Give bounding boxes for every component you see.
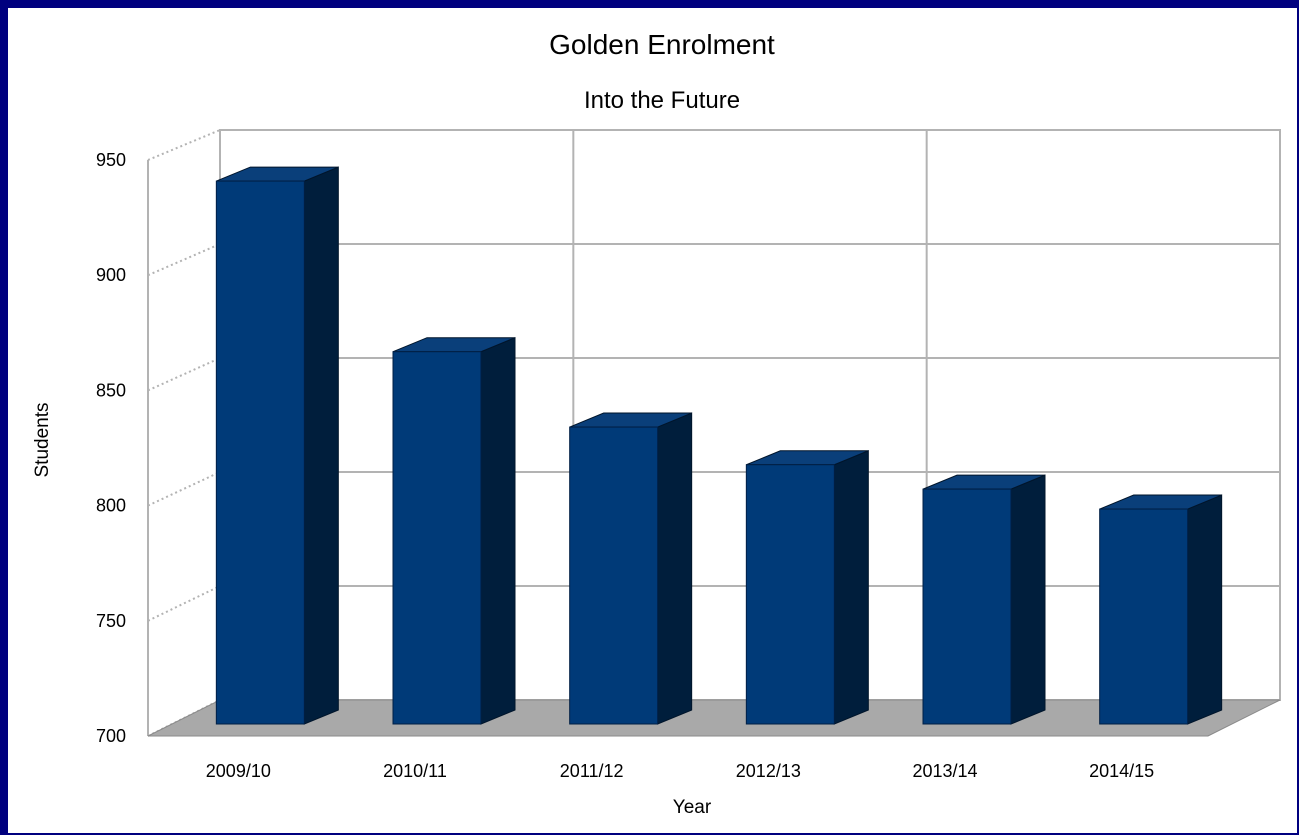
y-tick-label: 800: [96, 496, 126, 516]
y-tick-label: 950: [96, 150, 126, 170]
bar: [215, 180, 305, 725]
x-tick-label: 2010/11: [383, 761, 447, 781]
side-wall-gridline: [147, 129, 221, 161]
x-axis-title: Year: [673, 797, 712, 818]
side-wall-gridline: [147, 585, 221, 622]
bar: [392, 351, 482, 725]
plot-area: 700 750 800 850 900 950 2009/10 2010/11 2011/12 2…: [96, 129, 1281, 781]
bar-side: [1187, 494, 1223, 725]
side-wall-gridline: [147, 471, 221, 507]
x-tick-label: 2009/10: [206, 761, 271, 781]
chart-title: Golden Enrolment: [549, 29, 775, 60]
bar-side: [303, 166, 339, 725]
bar: [922, 488, 1012, 725]
x-tick-label: 2011/12: [560, 761, 624, 781]
x-tick-label: 2013/14: [912, 761, 977, 781]
y-axis-title: Students: [32, 403, 53, 478]
y-tick-label: 700: [96, 726, 126, 746]
bar-side: [657, 412, 693, 725]
side-wall-gridline: [147, 357, 221, 392]
side-wall-gridline: [147, 243, 221, 277]
x-tick-label: 2014/15: [1089, 761, 1154, 781]
y-tick-label: 900: [96, 265, 126, 285]
bar-side: [833, 449, 869, 725]
bar-side: [480, 336, 516, 725]
y-tick-label: 850: [96, 380, 126, 400]
bar: [1099, 508, 1189, 725]
chart-subtitle: Into the Future: [584, 87, 740, 114]
y-tick-label: 750: [96, 611, 126, 631]
x-tick-label: 2012/13: [736, 761, 801, 781]
bar: [745, 464, 835, 725]
bar: [569, 426, 659, 725]
bar-side: [1010, 474, 1046, 725]
